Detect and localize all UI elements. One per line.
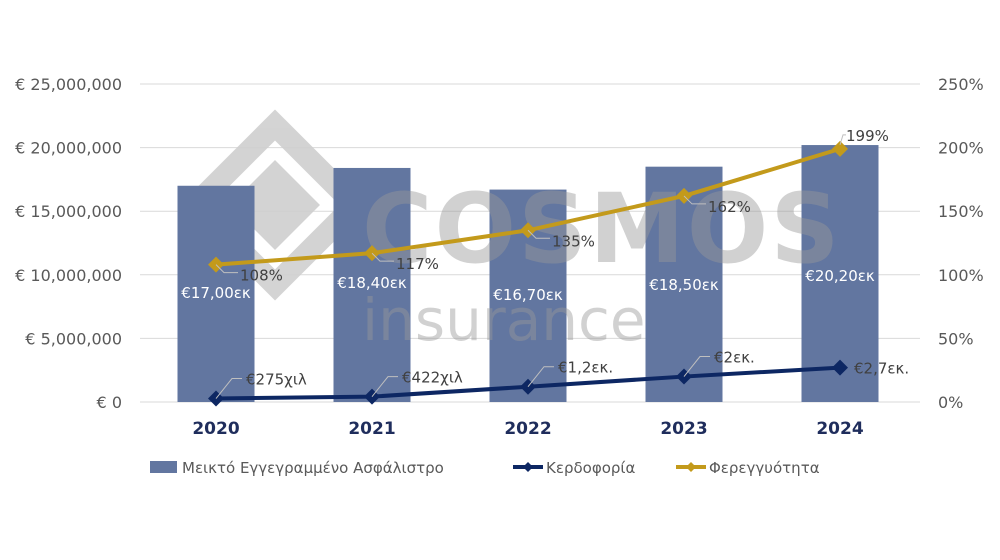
bar-2020 <box>177 185 255 402</box>
left-tick-label: € 15,000,000 <box>15 202 122 221</box>
line-data-label: 117% <box>396 255 439 273</box>
left-tick-label: € 5,000,000 <box>25 329 122 348</box>
watermark-diamond-outer <box>179 109 371 301</box>
right-tick-label: 0% <box>938 393 963 412</box>
leader-line <box>371 376 398 397</box>
bar-2024 <box>801 145 879 402</box>
legend-label: Κερδοφορία <box>546 459 635 477</box>
line-data-label: €2εκ. <box>714 349 755 367</box>
line-data-label: €422χιλ <box>402 369 463 387</box>
right-tick-label: 200% <box>938 139 984 158</box>
watermark-brand: COSMOS <box>362 173 841 285</box>
category-label: 2023 <box>660 419 707 439</box>
left-tick-label: € 20,000,000 <box>15 139 122 158</box>
bar-data-label: €16,70εκ <box>493 286 563 304</box>
leader-line <box>839 134 846 146</box>
line-data-label: 135% <box>552 232 595 250</box>
legend-label: Φερεγγυότητα <box>709 459 820 477</box>
left-axis: € 0 € 5,000,000 € 10,000,000 € 15,000,000 € … <box>15 75 122 412</box>
watermark-sub: insurance <box>362 286 646 354</box>
line-data-label: €2,7εκ. <box>854 360 909 378</box>
line-data-label: 108% <box>240 267 283 285</box>
category-axis: 2020 2021 2022 2023 2024 <box>192 419 863 439</box>
legend-swatch-bar <box>150 461 177 473</box>
legend-label: Μεικτό Εγγεγραμμένο Ασφάλιστρο <box>182 459 444 477</box>
leader-line <box>215 264 238 274</box>
right-tick-label: 50% <box>938 329 974 348</box>
category-label: 2022 <box>504 419 551 439</box>
leader-line <box>215 378 242 399</box>
right-tick-label: 250% <box>938 75 984 94</box>
line-data-label: 199% <box>846 127 889 145</box>
series-marker <box>832 359 848 376</box>
bar-2021 <box>333 167 411 402</box>
bar-2023 <box>645 166 723 402</box>
line-data-label: €275χιλ <box>246 371 307 389</box>
legend: Μεικτό Εγγεγραμμένο Ασφάλιστρο Κερδοφορία… <box>150 459 820 477</box>
line-series: 108% 117% 135% 162% 199% €275χιλ €422χιλ €1,2εκ… <box>208 127 909 407</box>
leader-line <box>527 229 550 239</box>
bar-data-label: €18,50εκ <box>649 276 719 294</box>
left-tick-label: € 0 <box>97 393 122 412</box>
bar-data-label: €17,00εκ <box>181 284 251 302</box>
bar-data-label: €18,40εκ <box>337 274 407 292</box>
line-data-label: 162% <box>708 198 751 216</box>
right-tick-label: 150% <box>938 202 984 221</box>
legend-marker <box>686 462 696 472</box>
leader-line <box>371 252 394 262</box>
right-tick-label: 100% <box>938 266 984 285</box>
left-tick-label: € 25,000,000 <box>15 75 122 94</box>
right-axis: 0% 50% 100% 150% 200% 250% <box>938 75 984 412</box>
leader-line <box>527 366 554 388</box>
legend-marker <box>523 462 533 472</box>
category-label: 2024 <box>816 419 863 439</box>
series-marker <box>832 140 848 157</box>
bar-data-label: €20,20εκ <box>805 267 875 285</box>
leader-line <box>683 195 706 205</box>
leader-line <box>683 356 710 377</box>
left-tick-label: € 10,000,000 <box>15 266 122 285</box>
category-label: 2020 <box>192 419 239 439</box>
line-data-label: €1,2εκ. <box>558 359 613 377</box>
category-label: 2021 <box>348 419 395 439</box>
